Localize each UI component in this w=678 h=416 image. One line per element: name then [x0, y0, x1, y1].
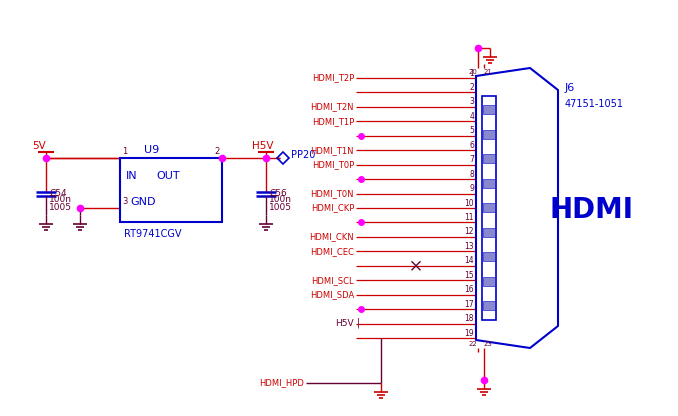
Text: HDMI_T2P: HDMI_T2P — [312, 74, 354, 82]
Text: 17: 17 — [464, 300, 474, 309]
Text: IN: IN — [126, 171, 138, 181]
Text: HDMI_CEC: HDMI_CEC — [310, 247, 354, 256]
Text: |: | — [357, 317, 360, 328]
Bar — [483, 105, 495, 114]
Text: 14: 14 — [464, 256, 474, 265]
Text: 100n: 100n — [269, 196, 292, 205]
Text: 3: 3 — [469, 97, 474, 106]
Text: 18: 18 — [464, 314, 474, 323]
Text: PP20: PP20 — [291, 150, 315, 160]
Text: 1005: 1005 — [269, 203, 292, 211]
Text: 2: 2 — [215, 148, 220, 156]
Text: 16: 16 — [464, 285, 474, 294]
Text: 21: 21 — [484, 69, 493, 75]
Bar — [483, 154, 495, 163]
Text: HDMI_HPD: HDMI_HPD — [259, 379, 304, 387]
Text: HDMI_SDA: HDMI_SDA — [310, 290, 354, 299]
Text: 5: 5 — [469, 126, 474, 135]
Text: 4: 4 — [469, 112, 474, 121]
Text: 11: 11 — [464, 213, 474, 222]
Text: 15: 15 — [464, 271, 474, 280]
Text: HDMI_T0N: HDMI_T0N — [311, 189, 354, 198]
Text: 1005: 1005 — [49, 203, 72, 211]
Text: C54: C54 — [49, 188, 66, 198]
Bar — [483, 228, 495, 237]
Text: RT9741CGV: RT9741CGV — [124, 229, 182, 239]
Text: 22: 22 — [468, 341, 477, 347]
Text: GND: GND — [130, 197, 155, 207]
Text: HDMI_CKN: HDMI_CKN — [309, 233, 354, 241]
Text: 19: 19 — [464, 329, 474, 337]
Text: 100n: 100n — [49, 196, 72, 205]
Text: HDMI_T2N: HDMI_T2N — [311, 102, 354, 111]
Bar — [483, 178, 495, 188]
Text: H5V: H5V — [252, 141, 273, 151]
Bar — [483, 203, 495, 212]
Text: HDMI_T1N: HDMI_T1N — [311, 146, 354, 155]
Text: HDMI_SCL: HDMI_SCL — [311, 276, 354, 285]
Text: 47151-1051: 47151-1051 — [565, 99, 624, 109]
Text: HDMI_T0P: HDMI_T0P — [312, 160, 354, 169]
Text: 2: 2 — [469, 83, 474, 92]
Text: HDMI: HDMI — [550, 196, 634, 224]
Bar — [483, 301, 495, 310]
Text: 10: 10 — [464, 198, 474, 208]
Text: HDMI_CKP: HDMI_CKP — [311, 203, 354, 213]
Bar — [483, 252, 495, 261]
Bar — [483, 277, 495, 286]
Text: 8: 8 — [469, 170, 474, 178]
Text: HDMI_T1P: HDMI_T1P — [312, 117, 354, 126]
Text: H5V: H5V — [336, 319, 354, 328]
Text: 6: 6 — [469, 141, 474, 150]
Bar — [482, 96, 496, 320]
Text: J6: J6 — [565, 83, 575, 93]
Text: 7: 7 — [469, 155, 474, 164]
Text: 5V: 5V — [32, 141, 45, 151]
Bar — [120, 158, 222, 222]
Bar — [483, 130, 495, 139]
Text: 1: 1 — [122, 148, 127, 156]
Text: U9: U9 — [144, 145, 159, 155]
Text: 9: 9 — [469, 184, 474, 193]
Text: 20: 20 — [468, 69, 477, 75]
Text: C56: C56 — [269, 188, 287, 198]
Text: 13: 13 — [464, 242, 474, 251]
Text: 1: 1 — [469, 69, 474, 77]
Text: OUT: OUT — [156, 171, 180, 181]
Text: 3: 3 — [122, 198, 127, 206]
Text: 12: 12 — [464, 228, 474, 236]
Text: 23: 23 — [484, 341, 493, 347]
